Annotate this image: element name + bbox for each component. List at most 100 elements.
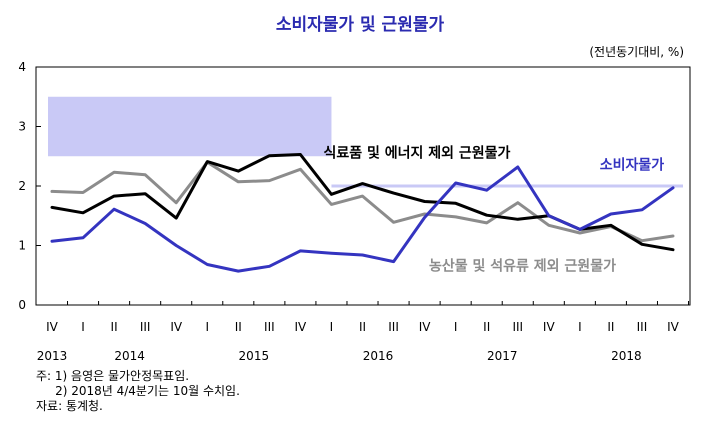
unit-label: (전년동기대비, %) bbox=[589, 45, 684, 59]
x-tick-label: II bbox=[607, 320, 614, 334]
series-1-point bbox=[237, 170, 240, 172]
series-2-point bbox=[392, 221, 395, 224]
series-2-point bbox=[579, 232, 581, 234]
x-tick-label: I bbox=[578, 320, 582, 334]
series-2-point bbox=[361, 195, 364, 197]
x-tick-label: IV bbox=[419, 320, 432, 334]
series-0-point bbox=[268, 265, 271, 268]
series-2-point bbox=[51, 190, 53, 193]
series-2-point bbox=[641, 239, 643, 242]
series-2-point bbox=[330, 203, 333, 206]
y-axis: 0 1 2 3 4 bbox=[18, 60, 41, 312]
series-0-point bbox=[641, 209, 643, 211]
x-tick-label: IV bbox=[46, 320, 59, 334]
series-layer bbox=[50, 153, 675, 273]
x-tick-label: IV bbox=[543, 320, 556, 334]
series-2-point bbox=[423, 213, 426, 215]
series-0-point bbox=[516, 166, 519, 168]
series-1-point bbox=[206, 160, 209, 163]
x-tick-label: IV bbox=[170, 320, 183, 334]
series-0-point bbox=[548, 214, 550, 217]
x-year-label: 2016 bbox=[363, 349, 394, 363]
x-tick-label: III bbox=[637, 320, 648, 334]
x-year-label: 2018 bbox=[611, 349, 642, 363]
series-2-point bbox=[485, 222, 488, 224]
series-1-point bbox=[516, 218, 519, 221]
series-0-point bbox=[206, 263, 209, 266]
series-1-point bbox=[113, 195, 115, 197]
x-tick-label: I bbox=[205, 320, 209, 334]
series-2-point bbox=[454, 216, 457, 218]
x-tick-label: I bbox=[454, 320, 458, 334]
series-0-point bbox=[299, 250, 302, 252]
series-1-point bbox=[268, 154, 271, 157]
x-tick-label: II bbox=[483, 320, 490, 334]
series-label-0: 식료품 및 에너지 제외 근원물가 bbox=[323, 144, 510, 161]
series-0-point bbox=[144, 222, 146, 225]
x-axis: IV I II III IV I II III IV I II III IV I II III IV I II III… bbox=[37, 301, 690, 363]
series-1-point bbox=[641, 243, 643, 246]
series-0-point bbox=[330, 252, 333, 255]
target-band-2014-2015 bbox=[48, 96, 332, 157]
series-0-point bbox=[423, 216, 426, 219]
x-tick-label: II bbox=[235, 320, 242, 334]
y-tick-label: 2 bbox=[18, 179, 26, 193]
series-2-point bbox=[82, 191, 84, 194]
series-0-point bbox=[610, 213, 612, 215]
chart-title: 소비자물가 및 근원물가 bbox=[275, 15, 445, 35]
series-0-point bbox=[672, 186, 674, 189]
x-year-label: 2015 bbox=[239, 349, 270, 363]
series-1-point bbox=[672, 248, 674, 251]
series-label-1: 소비자물가 bbox=[600, 157, 665, 173]
series-0-point bbox=[113, 208, 115, 211]
series-0-point bbox=[82, 236, 84, 239]
x-tick-label: II bbox=[359, 320, 366, 334]
series-2-point bbox=[516, 201, 519, 204]
series-1-point bbox=[299, 153, 302, 156]
x-tick-label: IV bbox=[295, 320, 308, 334]
series-0-point bbox=[392, 260, 395, 263]
series-0-point bbox=[51, 240, 53, 243]
target-band-layer bbox=[48, 96, 683, 188]
series-1-point bbox=[361, 182, 364, 185]
x-tick-label: I bbox=[81, 320, 85, 334]
series-1-point bbox=[144, 192, 146, 195]
x-tick-label: III bbox=[388, 320, 399, 334]
series-1-point bbox=[610, 224, 612, 227]
footnote-1: 주: 1) 음영은 물가안정목표임. bbox=[36, 369, 190, 383]
series-2-point bbox=[299, 168, 302, 171]
series-1-point bbox=[51, 206, 53, 209]
series-0-point bbox=[237, 270, 240, 272]
series-2-point bbox=[237, 181, 240, 183]
series-1-point bbox=[423, 200, 426, 203]
series-2-point bbox=[548, 224, 550, 227]
series-label-2: 농산물 및 석유류 제외 근원물가 bbox=[429, 257, 616, 274]
series-0-point bbox=[485, 189, 488, 191]
footnotes: 주: 1) 음영은 물가안정목표임. 2) 2018년 4/4분기는 10월 수… bbox=[36, 369, 240, 414]
series-0-point bbox=[175, 244, 177, 247]
x-tick-label: III bbox=[264, 320, 275, 334]
source-note: 자료: 통계청. bbox=[36, 399, 103, 413]
series-0-point bbox=[454, 182, 457, 184]
series-1-point bbox=[485, 214, 488, 216]
x-year-label: 2017 bbox=[487, 349, 518, 363]
series-2-point bbox=[144, 173, 146, 176]
series-0-point bbox=[361, 254, 364, 256]
series-1-point bbox=[392, 192, 395, 194]
y-tick-label: 0 bbox=[18, 298, 26, 312]
x-tick-label: I bbox=[330, 320, 334, 334]
series-2-point bbox=[268, 179, 271, 182]
x-tick-label: IV bbox=[667, 320, 680, 334]
series-1-point bbox=[82, 211, 84, 214]
x-tick-label: III bbox=[512, 320, 523, 334]
series-1-point bbox=[454, 202, 457, 205]
series-2-point bbox=[113, 171, 115, 174]
x-year-label: 2013 bbox=[37, 349, 68, 363]
y-tick-label: 3 bbox=[18, 120, 26, 134]
y-tick-label: 1 bbox=[18, 239, 26, 253]
x-tick-label: III bbox=[140, 320, 151, 334]
series-2-point bbox=[672, 235, 674, 237]
y-tick-label: 4 bbox=[18, 60, 26, 74]
